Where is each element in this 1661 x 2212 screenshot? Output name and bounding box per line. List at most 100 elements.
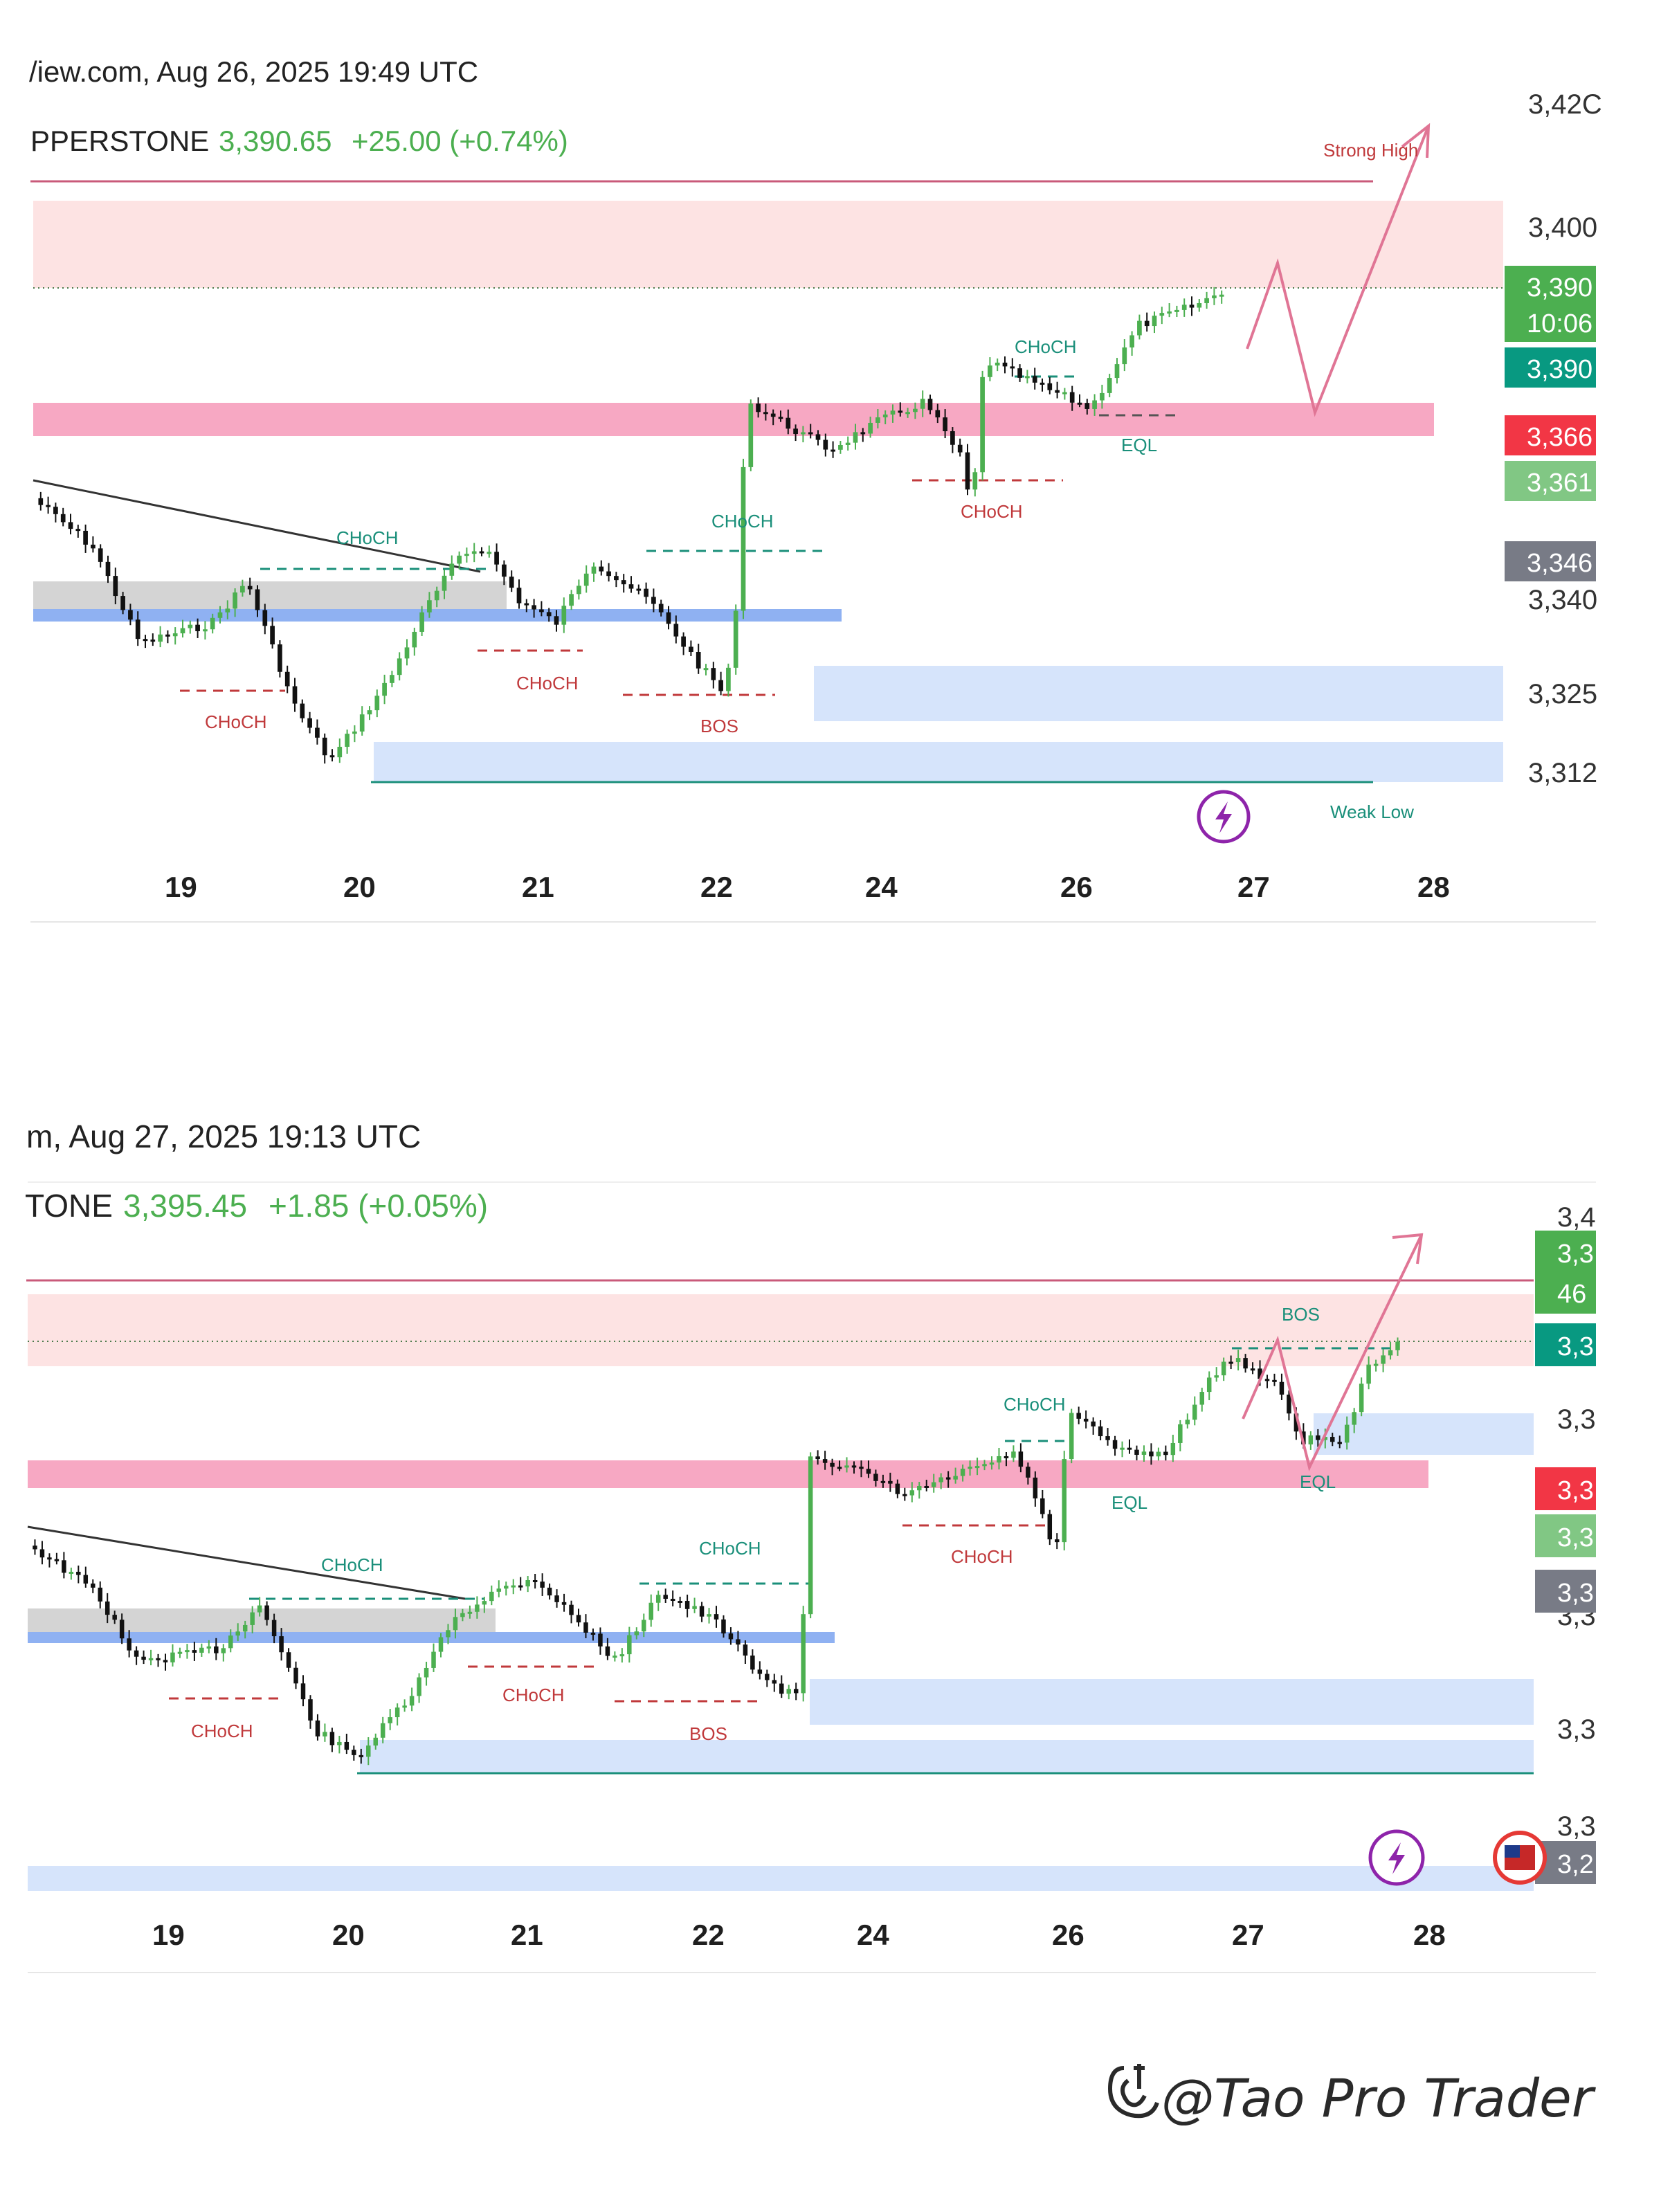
- c2-candle: [569, 1604, 574, 1615]
- c1-candle: [457, 555, 462, 564]
- c1-candle: [689, 646, 693, 653]
- c2-candle: [394, 1707, 400, 1718]
- c2-candle: [699, 1606, 705, 1617]
- c1-candle: [905, 412, 910, 415]
- c1-candle: [1137, 320, 1142, 336]
- price-tag-text: 46: [1557, 1280, 1586, 1309]
- c2-candle: [1381, 1355, 1386, 1364]
- c1-candle: [352, 731, 357, 734]
- price-tag: [1505, 541, 1596, 581]
- eql-label: EQL: [1300, 1471, 1336, 1492]
- lightning-icon-bolt: [1215, 801, 1232, 833]
- c2-candle: [1163, 1451, 1168, 1456]
- c2-candle: [438, 1637, 444, 1652]
- chart-2-svg: BOS CHoCH CHoCH CHoCH CHoCH CHoCH CHoCH BOS EQL E…: [25, 1118, 1596, 1973]
- c2-candle: [511, 1585, 516, 1588]
- c2-candle: [590, 1632, 596, 1635]
- c1-candle: [105, 561, 111, 577]
- c2-candle: [1083, 1418, 1089, 1422]
- c2-candle: [170, 1652, 175, 1662]
- c1-candle: [1114, 364, 1120, 379]
- c2-candle: [786, 1689, 791, 1694]
- demand-zone-recent: [1314, 1413, 1534, 1455]
- c2-candle: [467, 1611, 473, 1614]
- c2-candle: [1033, 1477, 1038, 1498]
- chart-1-svg: Strong High Weak Low CHoCH CHoCH CHoCH CHoCH C…: [29, 55, 1602, 923]
- c1-candle: [427, 600, 432, 613]
- c1-candle: [471, 551, 477, 554]
- c2-candle: [1206, 1377, 1212, 1393]
- c2-candle: [663, 1595, 668, 1599]
- c1-candle: [1062, 392, 1067, 395]
- c1-candle: [853, 432, 858, 443]
- c2-candle: [134, 1650, 139, 1657]
- c1-candle: [1174, 309, 1179, 312]
- price-tag: [1535, 1231, 1596, 1273]
- c2-candle: [772, 1680, 777, 1684]
- c2-candle: [1243, 1358, 1248, 1369]
- c1-candle: [38, 498, 44, 505]
- c1-candle: [875, 417, 880, 423]
- c2-candle: [830, 1462, 835, 1467]
- c2-candle: [475, 1604, 480, 1612]
- demand-zone-1: [810, 1679, 1534, 1725]
- c1-candle: [726, 667, 731, 691]
- c1-candle: [442, 575, 447, 591]
- x-axis-label: 24: [857, 1919, 889, 1951]
- c1-candle: [300, 703, 305, 718]
- c2-candle: [561, 1602, 567, 1605]
- bos-label: BOS: [1282, 1304, 1320, 1325]
- c1-candle: [972, 472, 978, 490]
- c2-candle: [634, 1631, 639, 1635]
- c1-candle: [823, 439, 828, 450]
- c1-candle: [195, 624, 200, 631]
- c1-candle: [546, 612, 552, 617]
- c2-candle: [736, 1639, 741, 1645]
- c2-candle: [1214, 1375, 1219, 1378]
- c1-candle: [1152, 316, 1157, 327]
- c2-candle: [1264, 1379, 1270, 1381]
- c2-candle: [1279, 1381, 1285, 1395]
- c2-candle: [648, 1602, 653, 1620]
- y-axis-label: 3,3: [1557, 1811, 1596, 1842]
- c2-candle: [844, 1465, 849, 1468]
- c2-candle: [76, 1571, 81, 1575]
- c2-candle: [1199, 1392, 1204, 1405]
- c1-candle: [569, 594, 574, 606]
- blue-level: [33, 609, 842, 622]
- c2-candle: [148, 1658, 154, 1660]
- c1-candle: [68, 522, 73, 529]
- c2-candle: [1149, 1451, 1154, 1457]
- c2-candle: [1359, 1384, 1364, 1413]
- x-axis-label: 22: [692, 1919, 725, 1951]
- c2-candle: [446, 1630, 451, 1638]
- c1-candle: [988, 365, 992, 377]
- choch-label: CHoCH: [516, 673, 579, 693]
- c2-candle: [684, 1601, 690, 1609]
- price-tag: [1505, 461, 1596, 501]
- c1-candle: [502, 564, 507, 577]
- x-axis-label: 21: [522, 871, 554, 903]
- c1-candle: [815, 434, 821, 440]
- c2-candle: [185, 1650, 190, 1653]
- c2-candle: [721, 1619, 726, 1634]
- c2-candle: [98, 1587, 102, 1602]
- c1-candle: [255, 589, 260, 610]
- c2-candle: [279, 1636, 284, 1653]
- c2-candle: [1235, 1358, 1241, 1363]
- c2-candle: [83, 1575, 89, 1584]
- price-tag-text: 3,3: [1557, 1240, 1594, 1269]
- choch-label: CHoCH: [1004, 1394, 1066, 1415]
- c1-candle: [464, 554, 469, 556]
- c2-candle: [1178, 1424, 1183, 1443]
- c2-candle: [91, 1583, 96, 1588]
- c2-candle-impulse: [801, 1614, 806, 1694]
- y-axis-label: 3,400: [1528, 212, 1597, 243]
- c2-candle: [598, 1633, 603, 1647]
- c2-candle: [837, 1467, 842, 1469]
- resistance-zone: [28, 1460, 1428, 1488]
- c1-candle: [53, 507, 58, 514]
- c2-candle: [989, 1462, 995, 1465]
- c1-candle: [1129, 335, 1134, 348]
- x-axis-label: 24: [865, 871, 898, 903]
